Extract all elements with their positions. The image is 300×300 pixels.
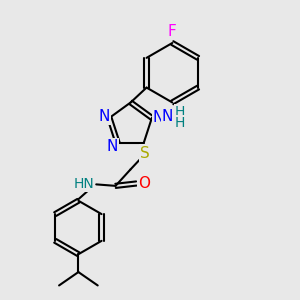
Text: F: F xyxy=(168,24,177,39)
Text: N: N xyxy=(106,139,118,154)
Text: H: H xyxy=(175,105,185,119)
Text: H: H xyxy=(175,116,185,130)
Text: S: S xyxy=(140,146,150,161)
Text: N: N xyxy=(153,110,164,125)
Text: HN: HN xyxy=(74,177,95,191)
Text: O: O xyxy=(138,176,150,191)
Text: N: N xyxy=(98,109,110,124)
Text: N: N xyxy=(161,109,173,124)
